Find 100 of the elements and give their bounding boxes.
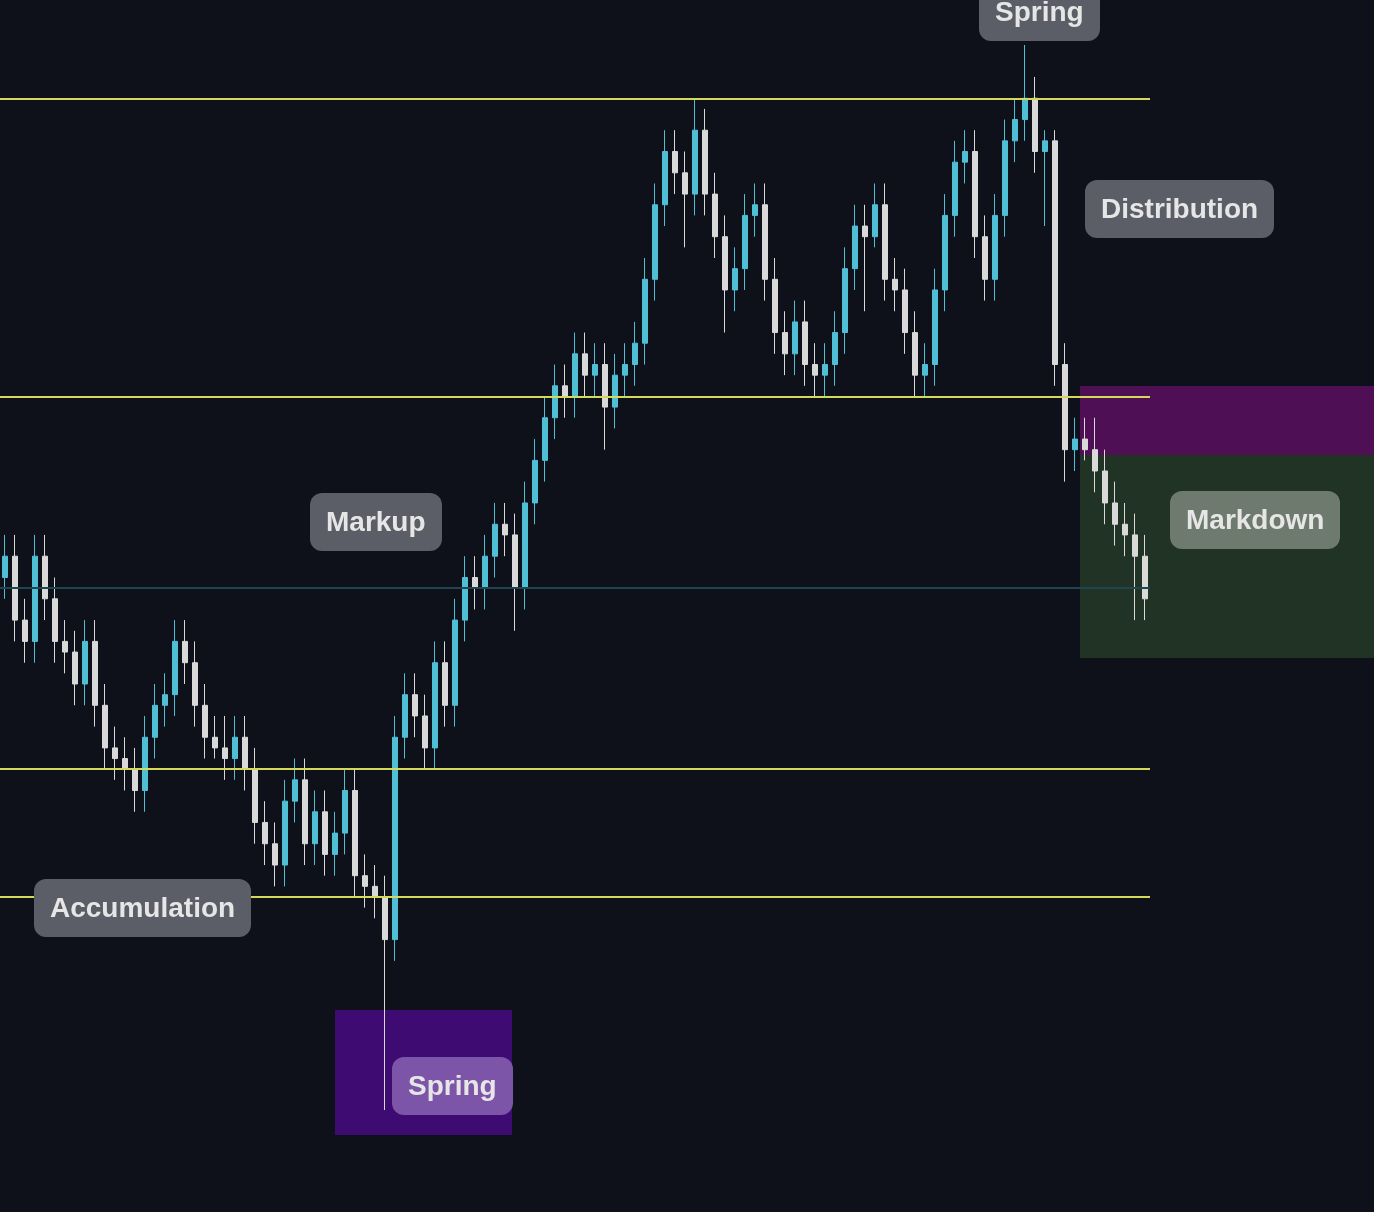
- candlestick: [872, 182, 878, 248]
- candlestick: [402, 672, 408, 760]
- annotation: Spring: [392, 1057, 513, 1115]
- candlestick: [32, 534, 38, 664]
- annotation: Accumulation: [34, 879, 252, 937]
- candlestick: [342, 768, 348, 855]
- candlestick: [532, 438, 538, 525]
- candlestick: [1042, 129, 1048, 227]
- candlestick: [92, 619, 98, 728]
- candlestick: [352, 768, 358, 898]
- candlestick: [102, 683, 108, 770]
- candlestick: [972, 129, 978, 259]
- candlestick: [1062, 342, 1068, 483]
- candlestick: [82, 619, 88, 706]
- candlestick: [1032, 76, 1038, 174]
- candlestick: [1122, 502, 1128, 557]
- candlestick: [472, 555, 478, 610]
- candlestick: [522, 481, 528, 610]
- candlestick: [112, 726, 118, 781]
- candlestick: [632, 321, 638, 387]
- candlestick: [182, 619, 188, 685]
- candlestick: [1082, 417, 1088, 461]
- candlestick: [422, 694, 428, 770]
- candlestick: [572, 332, 578, 419]
- candlestick: [712, 172, 718, 259]
- candlestick: [722, 214, 728, 334]
- candlestick: [782, 310, 788, 376]
- candlestick: [132, 747, 138, 813]
- candlestick: [842, 246, 848, 355]
- candlestick: [412, 672, 418, 738]
- candlestick: [1012, 97, 1018, 163]
- candlestick: [332, 811, 338, 877]
- candlestick: [52, 577, 58, 664]
- candlestick: [172, 619, 178, 717]
- candlestick: [512, 513, 518, 632]
- candlestick: [2, 534, 8, 600]
- candlestick: [642, 257, 648, 365]
- candlestick: [832, 310, 838, 387]
- candlestick: [1142, 534, 1148, 621]
- candlestick: [812, 342, 818, 397]
- candlestick: [312, 790, 318, 866]
- candlestick: [372, 864, 378, 919]
- candlestick: [262, 800, 268, 866]
- candlestick: [362, 853, 368, 909]
- text: Markdown: [1170, 491, 1341, 549]
- candlestick: [922, 342, 928, 397]
- candlestick: [592, 342, 598, 397]
- annotation: Distribution: [1085, 180, 1275, 238]
- candlestick: [152, 683, 158, 760]
- candlestick: [702, 108, 708, 216]
- candlestick: [222, 715, 228, 781]
- candlestick: [852, 204, 858, 291]
- candlestick: [22, 598, 28, 664]
- candlestick: [952, 140, 958, 238]
- candlestick: [622, 342, 628, 397]
- candlestick: [282, 779, 288, 887]
- candlestick: [682, 151, 688, 248]
- candlestick: [142, 715, 148, 813]
- candlestick: [982, 214, 988, 302]
- candlestick: [72, 630, 78, 706]
- candlestick: [1102, 449, 1108, 525]
- candlestick: [12, 534, 18, 642]
- candlestick: [242, 715, 248, 791]
- candlestick: [162, 672, 168, 728]
- candlestick: [302, 758, 308, 866]
- candlestick: [662, 129, 668, 227]
- candlestick: [802, 300, 808, 387]
- candlestick: [772, 257, 778, 355]
- candlestick: [672, 129, 678, 195]
- text: Spring: [979, 0, 1100, 41]
- candlestick: [1072, 417, 1078, 472]
- candlestick: [62, 619, 68, 674]
- candlestick: [1022, 44, 1028, 142]
- candlestick: [742, 193, 748, 291]
- candlestick: [892, 257, 898, 312]
- candlestick: [692, 97, 698, 216]
- candlestick: [452, 598, 458, 728]
- candlestick: [882, 182, 888, 302]
- candlestick: [912, 310, 918, 397]
- candlestick: [42, 534, 48, 621]
- candlestick: [732, 246, 738, 312]
- candlestick: [542, 395, 548, 483]
- candlestick: [232, 715, 238, 781]
- candlestick: [202, 683, 208, 760]
- candlestick: [122, 736, 128, 791]
- candlestick: [1052, 129, 1058, 387]
- candlestick: [822, 342, 828, 397]
- annotation: Markup: [310, 493, 442, 551]
- candlestick: [442, 640, 448, 728]
- candlestick: [1132, 513, 1138, 621]
- candlestick: [392, 715, 398, 962]
- candlestick: [192, 640, 198, 728]
- candlestick: [432, 640, 438, 770]
- candlestick: [962, 129, 968, 184]
- candlestick: [482, 534, 488, 610]
- candlestick: [382, 875, 388, 1111]
- candlestick: [602, 342, 608, 451]
- candlestick: [612, 353, 618, 429]
- candlestick: [322, 790, 328, 877]
- candlestick: [862, 204, 868, 312]
